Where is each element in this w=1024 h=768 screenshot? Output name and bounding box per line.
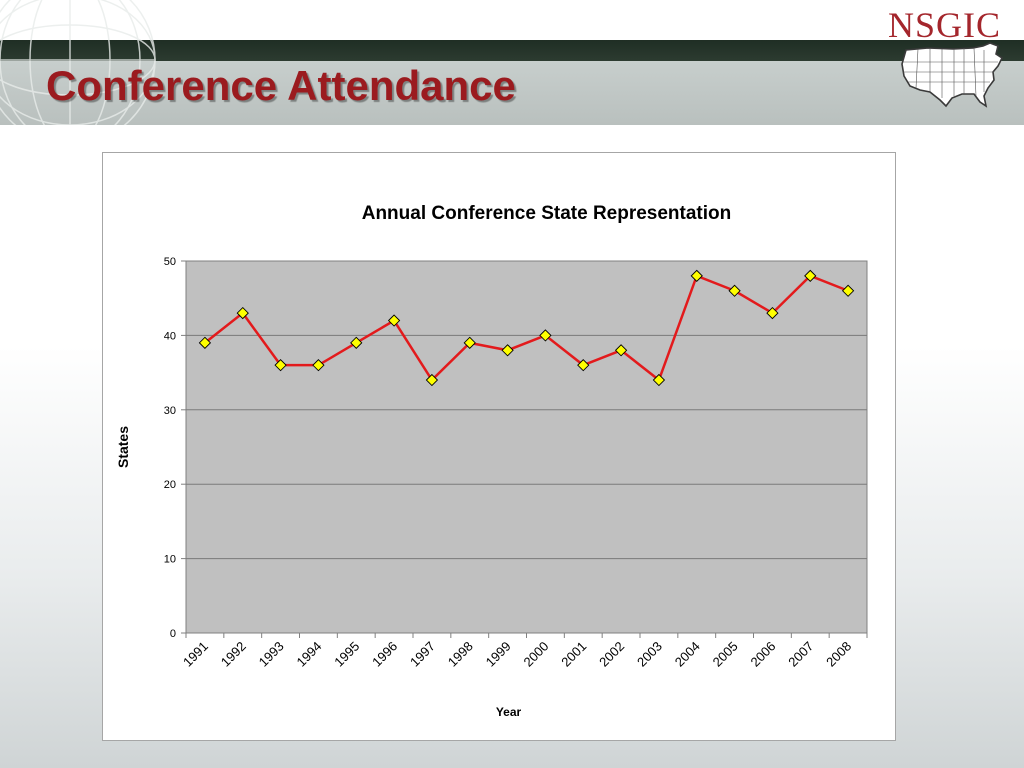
y-tick-label: 30 [164, 405, 176, 417]
x-axis-label: Year [496, 705, 522, 719]
x-tick-label: 1991 [180, 639, 211, 670]
x-tick-label: 2000 [520, 639, 551, 670]
y-tick-label: 20 [164, 479, 176, 491]
data-point-marker [312, 359, 325, 372]
data-point-marker [614, 344, 628, 357]
data-point-marker [198, 336, 212, 349]
y-tick-label: 0 [170, 628, 176, 640]
data-point-marker [804, 269, 817, 283]
data-point-marker [350, 336, 363, 349]
slide-title: Conference Attendance [46, 62, 516, 109]
us-map-icon [901, 42, 1004, 108]
x-tick-label: 1996 [369, 639, 400, 670]
data-point-marker [766, 306, 779, 320]
data-point-marker [841, 284, 855, 297]
data-point-marker [501, 344, 514, 357]
x-tick-label: 1997 [407, 639, 438, 670]
x-tick-label: 2003 [634, 639, 665, 670]
data-point-marker [539, 329, 552, 342]
data-point-marker [652, 373, 666, 387]
x-tick-label: 1992 [218, 639, 249, 670]
data-point-marker [690, 269, 703, 283]
x-tick-label: 2007 [785, 639, 816, 670]
x-tick-label: 2008 [823, 639, 854, 670]
chart-title: Annual Conference State Representation [362, 203, 732, 224]
globe-graphic [0, 0, 156, 125]
data-point-marker [236, 306, 249, 320]
plot-area [185, 260, 868, 634]
header-stripe [0, 40, 1024, 61]
data-point-marker [387, 314, 401, 327]
data-point-marker [425, 373, 439, 387]
x-tick-label: 2002 [596, 639, 627, 670]
nsgic-logo-text: NSGIC [888, 5, 1002, 45]
chart-frame: Annual Conference State Representation 0 1… [102, 152, 896, 741]
y-tick-label: 50 [164, 256, 176, 268]
line-chart: Annual Conference State Representation01… [115, 203, 868, 719]
series-line [204, 274, 849, 383]
data-point-marker [728, 284, 741, 297]
data-point-marker [274, 359, 287, 372]
x-tick-label: 2001 [558, 639, 589, 670]
data-point-marker [577, 359, 590, 372]
data-point-marker [463, 336, 476, 349]
x-tick-label: 2006 [747, 639, 778, 670]
y-tick-label: 40 [164, 330, 176, 342]
x-tick-label: 1993 [256, 639, 287, 670]
x-tick-label: 2005 [710, 639, 741, 670]
x-tick-label: 1999 [483, 639, 514, 670]
x-tick-label: 1994 [293, 639, 324, 670]
x-tick-label: 2004 [672, 639, 703, 670]
header-band [0, 0, 1024, 125]
x-tick-label: 1995 [331, 639, 362, 670]
x-tick-label: 1998 [445, 639, 476, 670]
y-axis-label: States [115, 426, 131, 468]
y-tick-label: 10 [164, 554, 176, 566]
